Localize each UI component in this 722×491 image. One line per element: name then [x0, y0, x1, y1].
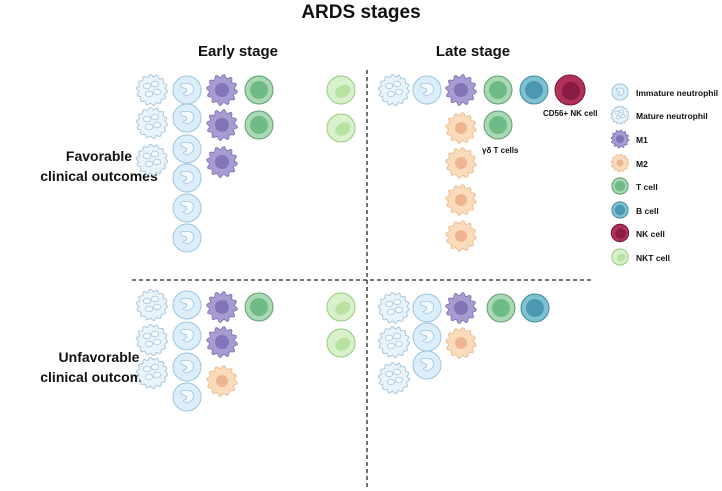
nk-cell-icon	[610, 223, 630, 243]
m2-cell-icon	[445, 220, 477, 252]
b-cell-icon	[519, 75, 549, 105]
mature-cell-icon	[377, 291, 411, 325]
t-cell-icon	[244, 75, 274, 105]
row-header-favorable: Favorable clinical outcomes	[24, 146, 174, 186]
immature-cell-icon	[412, 293, 442, 323]
m1-cell-icon	[206, 74, 238, 106]
mature-cell-icon	[135, 106, 169, 140]
legend-label-b-cell: B cell	[636, 206, 659, 216]
t-cell-icon	[244, 110, 274, 140]
m2-cell-icon	[206, 365, 238, 397]
row-header-unfavorable: Unfavorable clinical outcomes	[24, 347, 174, 387]
legend-label-t-cell: T cell	[636, 182, 658, 192]
immature-cell-icon	[412, 350, 442, 380]
immature-cell-icon	[172, 193, 202, 223]
immature-cell-icon	[172, 382, 202, 412]
m1-cell-icon	[445, 292, 477, 324]
legend-label-nk-cell: NK cell	[636, 229, 665, 239]
immature-cell-icon	[172, 352, 202, 382]
m2-cell-icon	[445, 112, 477, 144]
column-header-late: Late stage	[435, 43, 511, 60]
m1-cell-icon	[206, 326, 238, 358]
mature-cell-icon	[377, 73, 411, 107]
mature-cell-icon	[377, 325, 411, 359]
m1-cell-icon	[445, 74, 477, 106]
t-cell-icon	[483, 110, 513, 140]
m2-cell-icon	[610, 153, 630, 173]
m2-cell-icon	[445, 327, 477, 359]
t-cell-icon	[611, 177, 629, 195]
legend-label-m1: M1	[636, 135, 648, 145]
immature-cell-icon	[172, 223, 202, 253]
b-cell-icon	[520, 293, 550, 323]
m1-cell-icon	[610, 129, 630, 149]
t-cell-icon	[244, 292, 274, 322]
mature-cell-icon	[135, 323, 169, 357]
m1-cell-icon	[206, 146, 238, 178]
nkt-cell-icon	[326, 113, 356, 143]
annotation-gamma-delta-t: γδ T cells	[482, 146, 519, 155]
m2-cell-icon	[445, 147, 477, 179]
row-header-favorable-line2: clinical outcomes	[40, 168, 158, 184]
row-header-favorable-line1: Favorable	[65, 148, 133, 164]
row-header-unfavorable-line2: clinical outcomes	[40, 369, 158, 385]
annotation-cd56-nk: CD56+ NK cell	[543, 109, 598, 118]
nkt-cell-icon	[326, 328, 356, 358]
mature-cell-icon	[610, 105, 630, 125]
nkt-cell-icon	[611, 248, 629, 266]
m1-cell-icon	[206, 109, 238, 141]
immature-cell-icon	[172, 103, 202, 133]
immature-cell-icon	[172, 321, 202, 351]
legend-label-immature-neutrophil: Immature neutrophil	[636, 88, 719, 98]
legend-label-m2: M2	[636, 159, 648, 169]
immature-cell-icon	[412, 75, 442, 105]
t-cell-icon	[483, 75, 513, 105]
mature-cell-icon	[135, 288, 169, 322]
b-cell-icon	[611, 201, 629, 219]
figure-title: ARDS stages	[301, 2, 421, 23]
nk-cell-icon	[554, 74, 586, 106]
immature-cell-icon	[172, 134, 202, 164]
m1-cell-icon	[206, 291, 238, 323]
immature-cell-icon	[172, 290, 202, 320]
nkt-cell-icon	[326, 75, 356, 105]
immature-cell-icon	[412, 322, 442, 352]
immature-cell-icon	[172, 75, 202, 105]
mature-cell-icon	[377, 361, 411, 395]
t-cell-icon	[486, 293, 516, 323]
m2-cell-icon	[445, 184, 477, 216]
mature-cell-icon	[135, 356, 169, 390]
mature-cell-icon	[135, 73, 169, 107]
legend-label-nkt-cell: NKT cell	[636, 253, 671, 263]
row-header-unfavorable-line1: Unfavorable	[58, 349, 140, 365]
column-header-early: Early stage	[197, 43, 279, 60]
immature-cell-icon	[611, 83, 629, 101]
legend-swatches	[610, 83, 630, 266]
mature-cell-icon	[135, 143, 169, 177]
legend-label-mature-neutrophil: Mature neutrophil	[636, 111, 708, 121]
nkt-cell-icon	[326, 292, 356, 322]
cell-layer	[135, 73, 586, 412]
immature-cell-icon	[172, 163, 202, 193]
